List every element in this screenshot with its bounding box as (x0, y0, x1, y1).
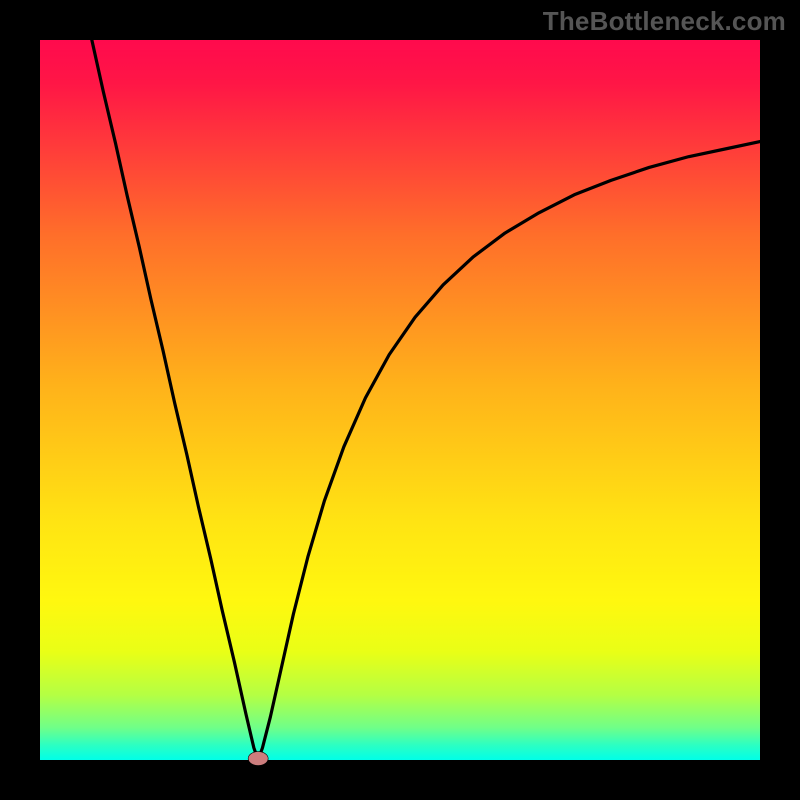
chart-frame: TheBottleneck.com (0, 0, 800, 800)
plot-background (40, 40, 760, 760)
optimal-point-marker (248, 752, 268, 766)
bottleneck-chart (0, 0, 800, 800)
